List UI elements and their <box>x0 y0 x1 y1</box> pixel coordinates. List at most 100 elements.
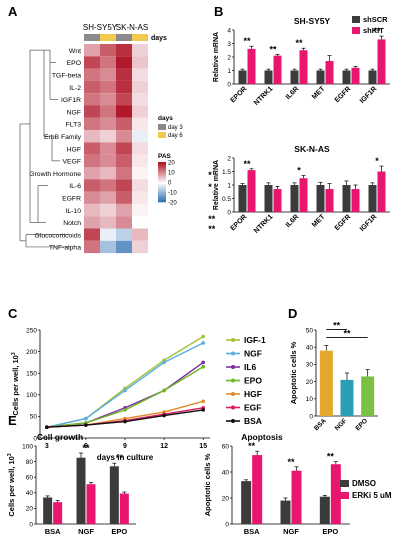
data-point <box>162 360 166 365</box>
y-tick-label: 40 <box>306 345 314 352</box>
bar <box>325 189 334 212</box>
category-label: NGF <box>78 527 94 536</box>
day-legend-swatch <box>158 124 166 130</box>
bar <box>319 350 333 416</box>
bar <box>247 170 256 212</box>
heatmap-cell <box>132 179 148 192</box>
scale-tick-label: -10 <box>168 191 177 197</box>
category-label: NGF <box>283 527 299 536</box>
heatmap-cell <box>132 130 148 143</box>
category-label: MET <box>311 213 327 229</box>
y-tick-label: 50 <box>306 327 314 334</box>
heatmap-cell <box>116 80 132 94</box>
heatmap-cell <box>100 167 116 180</box>
scale-step <box>158 162 166 165</box>
bar <box>316 70 325 84</box>
heatmap-row-label: IL-6 <box>69 183 81 190</box>
scale-step <box>158 194 166 197</box>
legend-swatch <box>340 480 349 487</box>
y-tick-label: 1.5 <box>222 169 231 176</box>
heatmap-cell <box>100 44 116 57</box>
y-axis-label: Cells per well, 103 <box>11 352 20 415</box>
scale-step <box>158 200 166 203</box>
bar <box>316 185 325 212</box>
x-tick-label: 9 <box>123 443 127 450</box>
heatmap-cell <box>84 130 100 143</box>
data-point <box>84 423 88 427</box>
heatmap-cell <box>84 216 100 229</box>
scale-tick-label: 20 <box>168 161 175 167</box>
chart-title: SK-N-AS <box>294 144 330 154</box>
row-dendrogram <box>19 49 70 248</box>
heatmap-cell <box>100 191 116 204</box>
legend-marker <box>231 405 235 410</box>
chart-layer: SH-SY5YSK-N-ASdaysWntEPOTGF-betaIL-2IGF1… <box>7 15 392 536</box>
heatmap-cell <box>116 93 132 106</box>
chart-title: Apoptosis <box>241 432 283 442</box>
category-label: IL6R <box>285 213 301 229</box>
scale-tick-label: 10 <box>168 171 175 177</box>
heatmap-cell <box>132 44 148 57</box>
heatmap-cell <box>100 56 116 69</box>
heatmap-cell <box>84 203 100 217</box>
heatmap-cell <box>116 216 132 229</box>
significance-label: * <box>208 182 212 192</box>
heatmap-cell <box>132 216 148 229</box>
category-label: EPOR <box>229 213 248 232</box>
heatmap-cell <box>100 130 116 143</box>
scale-step <box>158 178 166 181</box>
x-tick-label: 12 <box>160 443 168 450</box>
panel-label-b: B <box>214 4 223 19</box>
day-legend-label: day 3 <box>168 125 183 131</box>
bar <box>299 50 308 84</box>
heatmap-row-label: IL-2 <box>69 85 81 92</box>
data-point <box>201 334 205 339</box>
chart-title: SH-SY5Y <box>294 16 331 26</box>
scale-step <box>158 186 166 189</box>
heatmap-cell <box>116 130 132 143</box>
y-axis-label: Relative mRNA <box>213 160 220 210</box>
bar <box>264 185 273 212</box>
bar <box>299 178 308 212</box>
x-axis-label: days in culture <box>97 453 154 462</box>
heatmap-cell <box>116 179 132 192</box>
y-axis-label: Apoptotic cells % <box>203 453 212 516</box>
bar <box>273 55 282 84</box>
heatmap-cell <box>100 240 116 254</box>
day-legend-title: days <box>158 115 173 122</box>
significance-label: ** <box>333 320 341 330</box>
scale-title: PAS <box>158 153 172 160</box>
heatmap-cell <box>132 117 148 131</box>
day-strip-cell <box>100 34 116 41</box>
day-legend-label: day 6 <box>168 133 183 139</box>
scale-step <box>158 164 166 167</box>
heatmap-row-label: NGF <box>67 109 81 116</box>
y-tick-label: 200 <box>26 349 37 356</box>
legend-label: EGF <box>244 403 261 413</box>
y-tick-label: 20 <box>26 506 34 513</box>
category-label: NTRK1 <box>253 213 275 235</box>
significance-label: ** <box>343 328 351 338</box>
heatmap-cell <box>100 228 116 241</box>
day-strip-cell <box>132 34 148 41</box>
legend-label: HGF <box>244 389 262 399</box>
y-tick-label: 1 <box>227 182 231 189</box>
panel-label-d: D <box>288 306 297 321</box>
category-label: IGF1R <box>359 85 379 105</box>
heatmap-cell <box>132 105 148 118</box>
x-tick-label: 3 <box>45 443 49 450</box>
heatmap-cell <box>100 80 116 94</box>
y-tick-label: 60 <box>222 443 230 450</box>
y-tick-label: 20 <box>222 495 230 502</box>
heatmap-cell <box>84 80 100 94</box>
category-label: BSA <box>45 527 61 536</box>
heatmap-row-label: Glucocorticoids <box>35 232 82 239</box>
heatmap-cell <box>84 117 100 131</box>
heatmap-row-label: TGF-beta <box>52 72 81 79</box>
legend-label: shSCR <box>363 15 388 24</box>
heatmap-group-label: SK-N-AS <box>116 23 148 32</box>
bar <box>368 185 377 212</box>
heatmap-cell <box>116 167 132 180</box>
heatmap-row-label: FLT3 <box>66 122 82 129</box>
y-tick-label: 60 <box>26 475 34 482</box>
